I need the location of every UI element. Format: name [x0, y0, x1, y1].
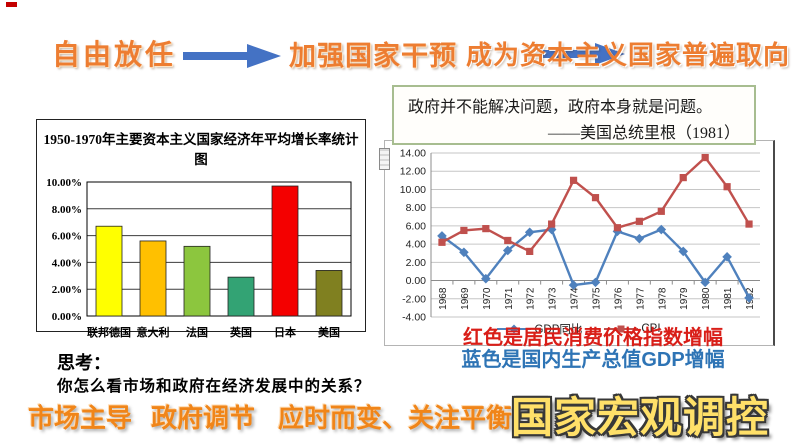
trend-wordart: 成为资本主义国家普遍取向	[466, 40, 791, 70]
corner-red-mark	[6, 2, 17, 7]
quote-text: 政府并不能解决问题，政府本身就是问题。	[408, 99, 713, 116]
svg-text:1969: 1969	[460, 287, 471, 310]
svg-text:0.00: 0.00	[406, 275, 427, 287]
bar-chart-canvas: 0.00% 2.00% 4.00% 6.00% 8.00% 10.00% 联邦德国 意大利 法国…	[46, 177, 352, 339]
footer-balance-wordart: 应时而变、关注平衡	[278, 403, 513, 433]
svg-text:4.00: 4.00	[406, 239, 427, 251]
line-chart-panel: -4.00 -2.00 0.00 2.00 4.00 6.00 8.00 10.00 12.00…	[384, 140, 775, 346]
svg-text:1980: 1980	[701, 287, 712, 310]
svg-text:1972: 1972	[526, 287, 537, 310]
svg-text:1971: 1971	[504, 287, 515, 310]
quote-attribution: ——美国总统里根（1981）	[547, 125, 740, 142]
svg-text:1976: 1976	[613, 287, 624, 310]
svg-text:日本: 日本	[274, 325, 296, 339]
right-arrow-icon	[183, 44, 281, 68]
think-label: 思考：	[57, 353, 111, 373]
caption-cpi-red: 红色是居民消费价格指数增幅	[463, 327, 723, 349]
cpi-line-marker-icon	[604, 325, 639, 333]
footer-market-wordart: 市场主导	[28, 403, 133, 433]
svg-text:6.00%: 6.00%	[52, 231, 82, 243]
svg-text:8.00: 8.00	[406, 202, 427, 214]
think-question: 你怎么看市场和政府在经济发展中的关系？	[57, 378, 371, 395]
svg-text:美国: 美国	[318, 325, 340, 339]
line-chart-legend: GDP同比 CPI	[385, 321, 773, 337]
svg-text:1968: 1968	[438, 287, 449, 310]
macro-control-wordart: 国家宏观调控	[511, 394, 770, 441]
svg-text:法国: 法国	[186, 325, 208, 339]
svg-text:8.00%: 8.00%	[52, 204, 82, 216]
svg-text:1977: 1977	[635, 287, 646, 310]
bar-chart-title: 1950-1970年主要资本主义国家经济年平均增长率统计图	[43, 132, 359, 167]
gdp-line-marker-icon	[497, 324, 532, 334]
embedded-object-handle	[379, 148, 390, 170]
svg-text:联邦德国: 联邦德国	[87, 325, 131, 339]
svg-text:1981: 1981	[723, 287, 734, 310]
legend-label-gdp: GDP同比	[534, 324, 583, 336]
legend-item-gdp: GDP同比	[497, 321, 582, 337]
svg-text:2.00%: 2.00%	[52, 284, 82, 296]
svg-text:1974: 1974	[570, 287, 581, 310]
svg-text:1978: 1978	[657, 287, 668, 310]
svg-text:4.00%: 4.00%	[52, 257, 82, 269]
svg-text:-4.00: -4.00	[402, 312, 426, 324]
legend-label-cpi: CPI	[641, 323, 661, 335]
strengthen-intervention-wordart: 加强国家干预	[289, 41, 457, 71]
svg-text:1973: 1973	[548, 287, 559, 310]
right-arrow-small-icon	[543, 43, 625, 65]
svg-text:英国: 英国	[229, 325, 252, 339]
svg-text:10.00%: 10.00%	[46, 177, 82, 189]
svg-text:1970: 1970	[482, 287, 493, 310]
svg-text:意大利: 意大利	[137, 325, 170, 339]
svg-text:14.00: 14.00	[400, 148, 426, 160]
svg-text:1975: 1975	[592, 287, 603, 310]
laissez-faire-wordart: 自由放任	[52, 39, 177, 70]
svg-text:0.00%: 0.00%	[52, 311, 82, 323]
svg-text:2.00: 2.00	[406, 257, 427, 269]
quote-box: 政府并不能解决问题，政府本身就是问题。 ——美国总统里根（1981）	[392, 85, 756, 145]
svg-text:10.00: 10.00	[400, 184, 426, 196]
line-chart-canvas: -4.00 -2.00 0.00 2.00 4.00 6.00 8.00 10.00 12.00…	[400, 148, 760, 324]
bar-chart-panel: 1950-1970年主要资本主义国家经济年平均增长率统计图 0.00% 2.00%…	[36, 119, 366, 339]
svg-text:6.00: 6.00	[406, 220, 427, 232]
footer-gov-wordart: 政府调节	[151, 403, 256, 433]
caption-gdp-blue: 蓝色是国内生产总值GDP增幅	[461, 349, 725, 371]
svg-text:-2.00: -2.00	[402, 293, 426, 305]
svg-text:1979: 1979	[679, 287, 690, 310]
legend-item-cpi: CPI	[604, 323, 661, 335]
svg-text:12.00: 12.00	[400, 166, 426, 178]
